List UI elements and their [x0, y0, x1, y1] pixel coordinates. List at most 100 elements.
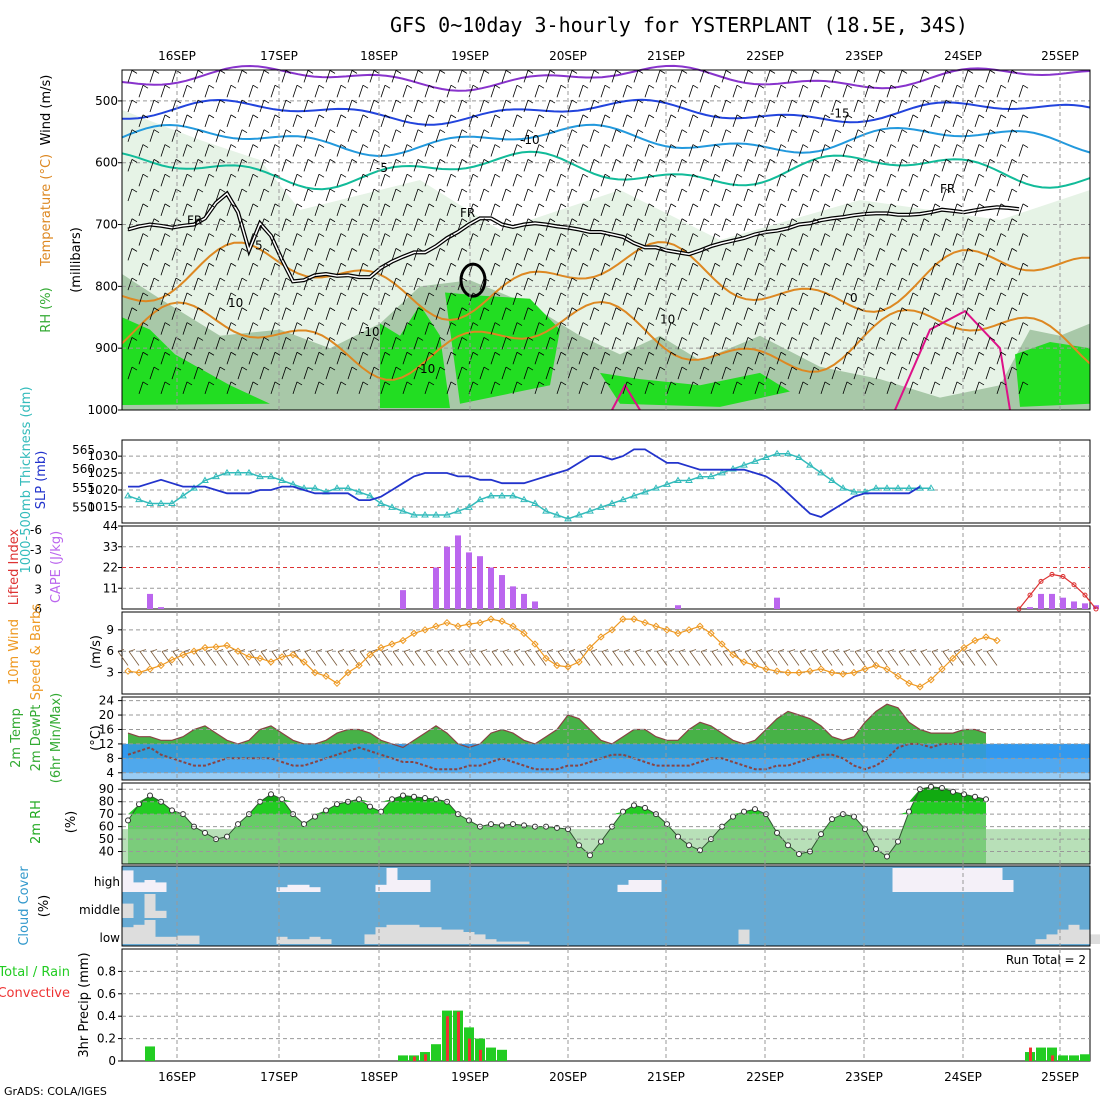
wind-barb	[589, 218, 600, 231]
wind-barb	[534, 114, 545, 127]
wind-speed-marker	[905, 679, 913, 688]
wind-barb	[413, 159, 424, 172]
wind-barb	[303, 307, 314, 320]
cape-bar	[147, 593, 153, 609]
wind-barb	[479, 307, 490, 320]
wind-barb	[237, 277, 248, 291]
wind-barb	[655, 159, 666, 172]
wind-barb	[710, 84, 721, 98]
thickness-marker	[157, 499, 165, 506]
wind-barb	[281, 248, 292, 261]
thickness-marker	[663, 480, 671, 487]
wind-barb	[578, 292, 589, 306]
lifted-index-marker	[1016, 606, 1022, 612]
wind-barb	[534, 292, 545, 306]
wind-barb	[776, 292, 787, 306]
wind-barb	[523, 307, 534, 320]
wind-barb	[930, 84, 941, 98]
wind-barb	[820, 262, 831, 276]
wind-barb	[413, 337, 424, 350]
thickness-marker	[443, 511, 451, 518]
wind-barb	[864, 381, 875, 395]
wind-barb	[468, 84, 479, 98]
cape-bar	[521, 593, 527, 609]
wind-barb	[347, 366, 358, 380]
wind-barb	[336, 351, 347, 365]
wind-barb	[578, 144, 589, 157]
wind-barb	[292, 322, 303, 335]
thickness-tick-label: 555	[72, 481, 95, 495]
precip-unit-label: 3hr Precip (mm)	[77, 952, 92, 1057]
wind-barb	[314, 144, 325, 157]
wind-barb	[776, 203, 787, 217]
rh-marker	[697, 847, 703, 854]
cape-bar	[466, 552, 472, 609]
wind-barb	[237, 248, 248, 261]
wind-barb	[545, 188, 556, 202]
wind-barb	[908, 84, 919, 98]
wind-barb	[1007, 366, 1018, 380]
wind-barb	[611, 218, 622, 231]
wind-barb	[479, 218, 490, 231]
wind-barb	[721, 188, 732, 202]
wind-10m-barb	[788, 649, 800, 666]
wind-barb	[721, 129, 732, 142]
cloud-low-bar	[496, 941, 508, 944]
thickness-marker	[421, 511, 429, 518]
wind-speed-marker	[663, 626, 671, 634]
wind-barb	[655, 218, 666, 231]
rh-marker	[873, 846, 879, 853]
cloud-low-bar	[474, 934, 486, 944]
wind-barb	[721, 70, 732, 83]
thickness-marker	[630, 491, 638, 499]
wind-barb	[809, 159, 820, 172]
precip-convective-bar	[468, 1038, 471, 1061]
wind-barb	[325, 307, 336, 320]
wind-barb	[402, 144, 413, 157]
wind-speed-marker	[784, 668, 792, 677]
cloud-low-bar	[155, 936, 167, 944]
wind-barb	[644, 351, 655, 365]
wind-barb	[127, 188, 138, 202]
thickness-marker	[586, 507, 594, 514]
wind-speed-marker	[542, 654, 550, 663]
temp-tick-label: 24	[99, 694, 114, 708]
wind-barb	[666, 351, 677, 365]
wind-barb	[743, 218, 754, 231]
wind-10m-barb	[975, 649, 987, 666]
wind-10m-barb	[744, 649, 756, 666]
thick-frame	[121, 439, 1091, 524]
wind-barb	[424, 381, 435, 395]
wind-barb	[622, 233, 633, 246]
wind-barb	[204, 322, 215, 335]
wind-barb	[897, 248, 908, 261]
wind-barb	[248, 84, 259, 98]
wind-barb	[831, 159, 842, 172]
wind-barb	[820, 322, 831, 335]
thickness-tick-label: 560	[72, 462, 95, 476]
wind-barb	[875, 218, 886, 231]
wind-speed-marker	[366, 651, 374, 659]
wind-barb	[688, 262, 699, 276]
wind-barb	[930, 292, 941, 306]
wind-barb	[798, 144, 809, 157]
wind-barb	[611, 70, 622, 83]
wind-barb	[457, 159, 468, 172]
wind-barb	[413, 188, 424, 202]
rh-marker	[906, 808, 912, 815]
wind-barb	[677, 159, 688, 172]
cloud-middle-bar	[122, 903, 134, 918]
wind-barb	[259, 277, 270, 291]
wind-barb	[567, 99, 578, 113]
wind-barb	[391, 129, 402, 142]
wind-barb	[347, 188, 358, 202]
wind-speed-marker	[630, 615, 638, 623]
rh-marker	[499, 822, 505, 829]
wind-speed-marker	[861, 665, 869, 673]
thickness-marker	[245, 468, 253, 476]
wind-barb	[732, 233, 743, 246]
wind-barb	[644, 144, 655, 157]
wind-barb	[1018, 173, 1029, 187]
wind-barb	[743, 99, 754, 113]
wind-barb	[589, 248, 600, 261]
